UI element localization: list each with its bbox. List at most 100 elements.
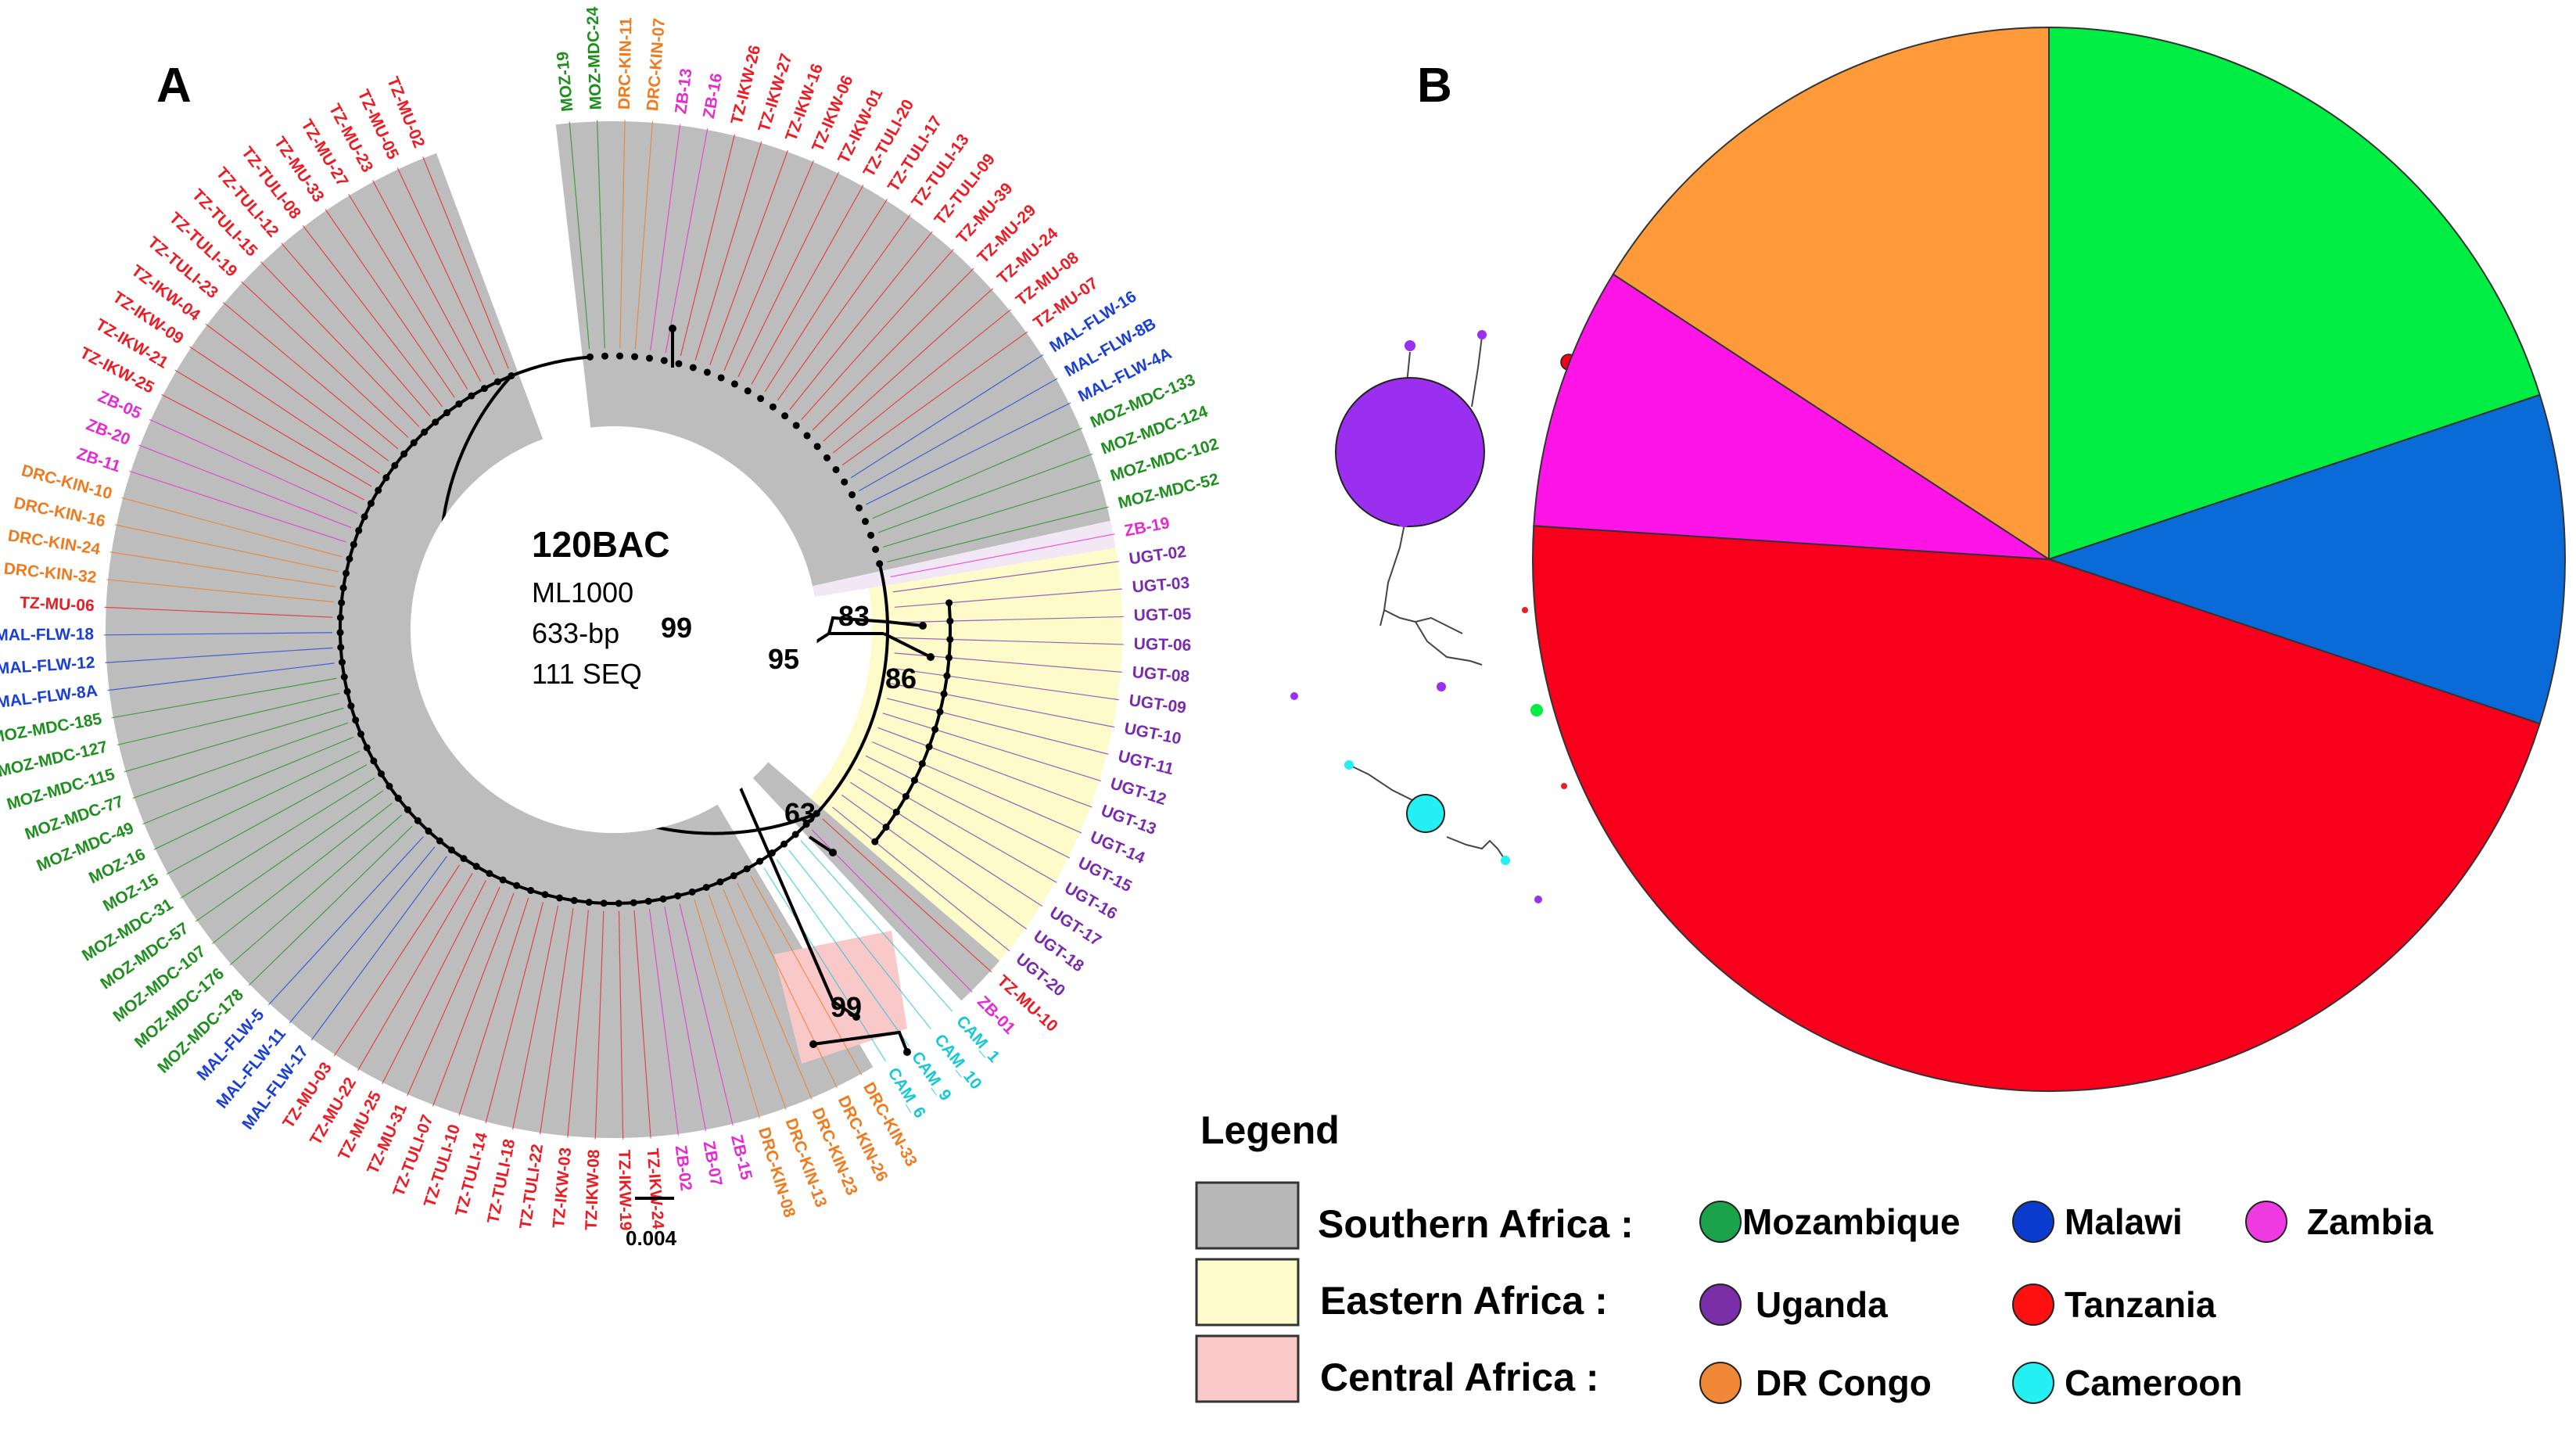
leaf-label: UGT-11 bbox=[1116, 747, 1175, 778]
branch-node bbox=[443, 409, 450, 417]
branch-node bbox=[910, 777, 918, 785]
branch-node bbox=[391, 461, 399, 469]
branch-node bbox=[945, 599, 953, 607]
leaf-line bbox=[310, 856, 447, 1041]
leaf-line bbox=[777, 214, 911, 401]
leaf-line bbox=[333, 864, 460, 1057]
branch-node bbox=[925, 743, 933, 751]
leaf-line bbox=[750, 875, 863, 1076]
haplotype-node bbox=[1437, 682, 1446, 691]
leaf-line bbox=[114, 524, 339, 573]
leaf-label: DRC-KIN-16 bbox=[13, 494, 107, 531]
leaf-label: UGT-09 bbox=[1128, 691, 1187, 717]
leaf-line bbox=[569, 121, 590, 350]
branch-node bbox=[660, 357, 668, 364]
leaf-line bbox=[694, 141, 762, 361]
legend-region-southern-africa: Southern Africa : bbox=[1318, 1202, 1634, 1246]
branch-node bbox=[541, 891, 549, 899]
branch-node bbox=[792, 422, 800, 429]
leaf-line bbox=[648, 909, 680, 1136]
leaf-line bbox=[877, 453, 1093, 533]
leaf-line bbox=[195, 790, 384, 922]
branch-node bbox=[336, 614, 344, 622]
branch-node bbox=[472, 863, 480, 871]
southern-africa-wedge bbox=[555, 121, 1110, 587]
leaf-label: ZB-20 bbox=[84, 415, 133, 449]
branch-node bbox=[508, 372, 515, 379]
legend-marker-zambia bbox=[2245, 1201, 2287, 1243]
branch-node bbox=[703, 368, 711, 376]
pie-slice-malawi bbox=[2046, 393, 2567, 725]
branch-node bbox=[350, 540, 357, 548]
branch-node bbox=[702, 883, 710, 891]
leaf-line bbox=[764, 199, 888, 393]
leaf-line bbox=[596, 120, 605, 349]
legend-marker-tanzania bbox=[2012, 1284, 2054, 1326]
leaf-line bbox=[892, 561, 1120, 593]
branch-node bbox=[414, 817, 422, 824]
branch-node bbox=[919, 622, 927, 630]
branch-node bbox=[918, 759, 926, 767]
leaf-line bbox=[512, 905, 559, 1130]
tree-branch bbox=[883, 632, 931, 659]
branch-node bbox=[460, 855, 468, 863]
branch-node bbox=[570, 896, 578, 904]
branch-node bbox=[455, 400, 463, 408]
leaf-line bbox=[801, 249, 954, 420]
leaf-label: ZB-16 bbox=[700, 72, 726, 120]
leaf-line bbox=[348, 193, 468, 390]
leaf-line bbox=[422, 156, 509, 369]
legend-marker-malawi bbox=[2012, 1201, 2054, 1243]
branch-node bbox=[841, 478, 849, 486]
leaf-line bbox=[142, 736, 354, 825]
leaf-line bbox=[189, 346, 380, 474]
branch-node bbox=[730, 872, 737, 880]
leaf-line bbox=[887, 506, 1109, 562]
leaf-line bbox=[357, 872, 473, 1072]
branch-node bbox=[394, 795, 402, 802]
leaf-line bbox=[138, 444, 352, 529]
leaf-line bbox=[372, 180, 482, 382]
leaf-label: UGT-06 bbox=[1133, 635, 1191, 655]
leaf-label: UGT-02 bbox=[1128, 543, 1187, 569]
leaf-line bbox=[567, 910, 589, 1138]
leaf-line bbox=[248, 825, 413, 986]
branch-node bbox=[882, 824, 890, 831]
leaf-line bbox=[241, 281, 409, 438]
branch-node bbox=[892, 808, 900, 816]
bootstrap-value: 95 bbox=[768, 643, 799, 675]
leaf-line bbox=[111, 677, 337, 719]
haplotype-node bbox=[1477, 330, 1487, 339]
leaf-line bbox=[664, 906, 707, 1132]
haplotype-network bbox=[1290, 330, 1584, 903]
leaf-line bbox=[153, 750, 361, 850]
branch-node bbox=[480, 385, 488, 393]
haplotype-node-cameroon bbox=[1406, 794, 1445, 833]
leaf-line bbox=[281, 242, 431, 417]
leaf-line bbox=[737, 882, 838, 1089]
branch-node bbox=[513, 881, 521, 889]
branch-node bbox=[849, 491, 856, 499]
legend-region-eastern-africa: Eastern Africa : bbox=[1320, 1279, 1608, 1323]
branch-node bbox=[716, 878, 724, 886]
branch-node bbox=[382, 474, 390, 482]
branch-node bbox=[669, 325, 676, 332]
branch-node bbox=[421, 428, 429, 436]
leaf-label: UGT-08 bbox=[1132, 663, 1191, 686]
legend-country-mozambique: Mozambique bbox=[1742, 1201, 1961, 1242]
leaf-line bbox=[594, 910, 605, 1140]
branch-node bbox=[367, 500, 375, 508]
branch-node bbox=[338, 659, 346, 666]
leaf-line bbox=[396, 167, 495, 375]
panel-b-label: B bbox=[1417, 59, 1452, 113]
legend-swatch-central-africa bbox=[1195, 1334, 1300, 1403]
branch-node bbox=[493, 378, 501, 386]
leaf-line bbox=[680, 134, 736, 357]
branch-node bbox=[872, 545, 880, 553]
branch-node bbox=[339, 584, 347, 592]
branch-node bbox=[852, 1013, 860, 1021]
scale-bar-label: 0.004 bbox=[626, 1226, 677, 1250]
leaf-line bbox=[789, 231, 933, 411]
leaf-line bbox=[104, 606, 333, 618]
branch-node bbox=[644, 897, 652, 905]
